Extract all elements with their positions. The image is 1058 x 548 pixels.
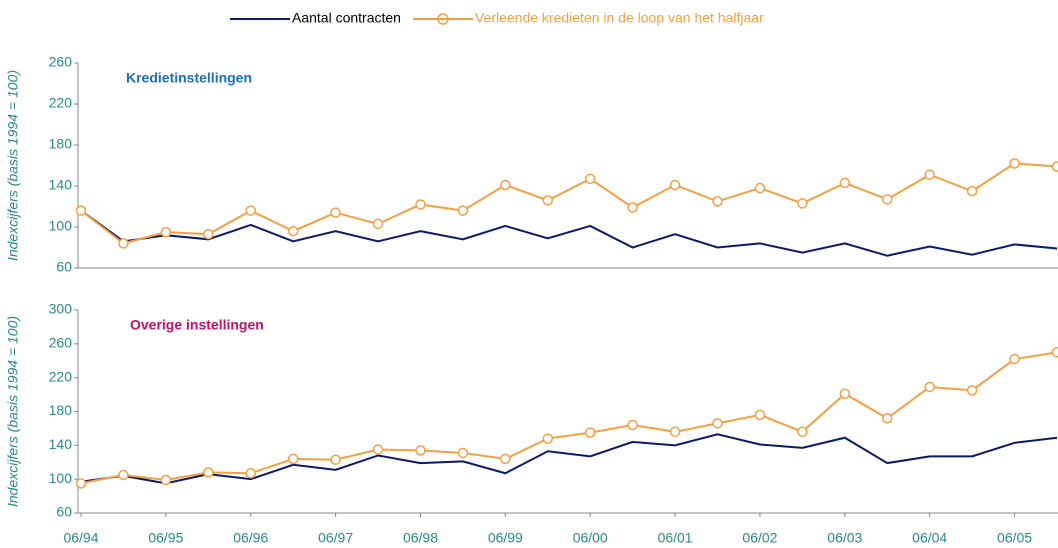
point-marker <box>966 385 978 396</box>
y-tick-label: 180 <box>49 402 73 418</box>
point-marker <box>457 205 469 216</box>
point-marker <box>712 418 723 429</box>
point-marker <box>1051 161 1058 172</box>
annotation: Overige instellingen <box>130 317 264 333</box>
x-tick-label: 06/98 <box>403 530 438 546</box>
point-marker <box>839 388 851 399</box>
y-tick-label: 60 <box>56 259 72 275</box>
point-marker <box>500 453 511 465</box>
point-marker <box>1051 347 1058 358</box>
legend-label: Verleende kredieten in de loop van het h… <box>475 10 764 26</box>
series-line <box>80 162 1058 245</box>
point-marker <box>669 179 681 191</box>
point-marker <box>839 177 851 189</box>
point-marker <box>287 225 299 237</box>
y-tick-label: 140 <box>49 177 73 193</box>
x-tick-label: 06/94 <box>63 530 98 546</box>
point-marker <box>245 205 256 216</box>
point-marker <box>372 218 384 230</box>
y-tick-label: 100 <box>49 470 73 486</box>
point-marker <box>1009 353 1020 365</box>
point-marker <box>712 196 723 207</box>
point-marker <box>542 433 554 444</box>
x-tick-label: 06/05 <box>997 530 1032 546</box>
point-marker <box>1009 158 1020 169</box>
x-tick-label: 06/03 <box>827 530 862 546</box>
y-tick-label: 300 <box>49 301 73 317</box>
y-axis-label: Indexcijfers (basis 1994 = 100) <box>5 70 21 261</box>
y-tick-label: 260 <box>49 54 73 70</box>
point-marker <box>118 469 129 481</box>
point-marker <box>75 205 87 216</box>
x-tick-label: 06/99 <box>488 530 523 546</box>
x-tick-label: 06/02 <box>742 530 777 546</box>
point-marker <box>287 453 299 465</box>
y-tick-label: 220 <box>49 95 73 111</box>
point-marker <box>754 182 766 194</box>
y-axis-label: Indexcijfers (basis 1994 = 100) <box>5 316 21 507</box>
y-tick-label: 260 <box>49 335 73 351</box>
x-tick-label: 06/00 <box>573 530 608 546</box>
series-line <box>80 433 1058 485</box>
point-marker <box>797 198 808 209</box>
x-tick-label: 06/96 <box>233 530 268 546</box>
point-marker <box>160 226 172 238</box>
series-line <box>80 351 1058 485</box>
point-marker <box>415 199 426 210</box>
point-marker <box>415 445 426 456</box>
point-marker <box>245 467 256 479</box>
y-tick-label: 100 <box>49 218 73 234</box>
point-marker <box>669 426 681 438</box>
point-marker <box>797 426 808 438</box>
point-marker <box>584 173 596 185</box>
point-marker <box>118 238 129 249</box>
x-tick-label: 06/01 <box>658 530 693 546</box>
point-marker <box>160 474 172 486</box>
point-marker <box>924 381 935 393</box>
point-marker <box>754 409 766 421</box>
point-marker <box>330 454 341 465</box>
legend-marker <box>437 13 449 25</box>
annotation: Kredietinstellingen <box>126 70 252 86</box>
point-marker <box>966 185 978 197</box>
y-tick-label: 180 <box>49 136 73 152</box>
point-marker <box>203 228 214 240</box>
point-marker <box>882 194 893 205</box>
point-marker <box>457 447 469 459</box>
x-tick-label: 06/97 <box>318 530 353 546</box>
x-tick-label: 06/95 <box>148 530 183 546</box>
y-tick-label: 60 <box>56 504 72 520</box>
point-marker <box>500 179 511 191</box>
series-line <box>80 209 1058 257</box>
legend-label: Aantal contracten <box>292 10 401 26</box>
y-tick-label: 220 <box>49 368 73 384</box>
point-marker <box>203 467 214 478</box>
point-marker <box>330 207 341 218</box>
y-tick-label: 140 <box>49 436 73 452</box>
x-tick-label: 06/04 <box>912 530 947 546</box>
point-marker <box>75 478 87 489</box>
point-marker <box>627 419 638 431</box>
point-marker <box>542 195 554 206</box>
point-marker <box>882 413 893 424</box>
point-marker <box>372 444 384 455</box>
point-marker <box>627 202 638 213</box>
point-marker <box>584 427 596 438</box>
point-marker <box>924 169 935 180</box>
